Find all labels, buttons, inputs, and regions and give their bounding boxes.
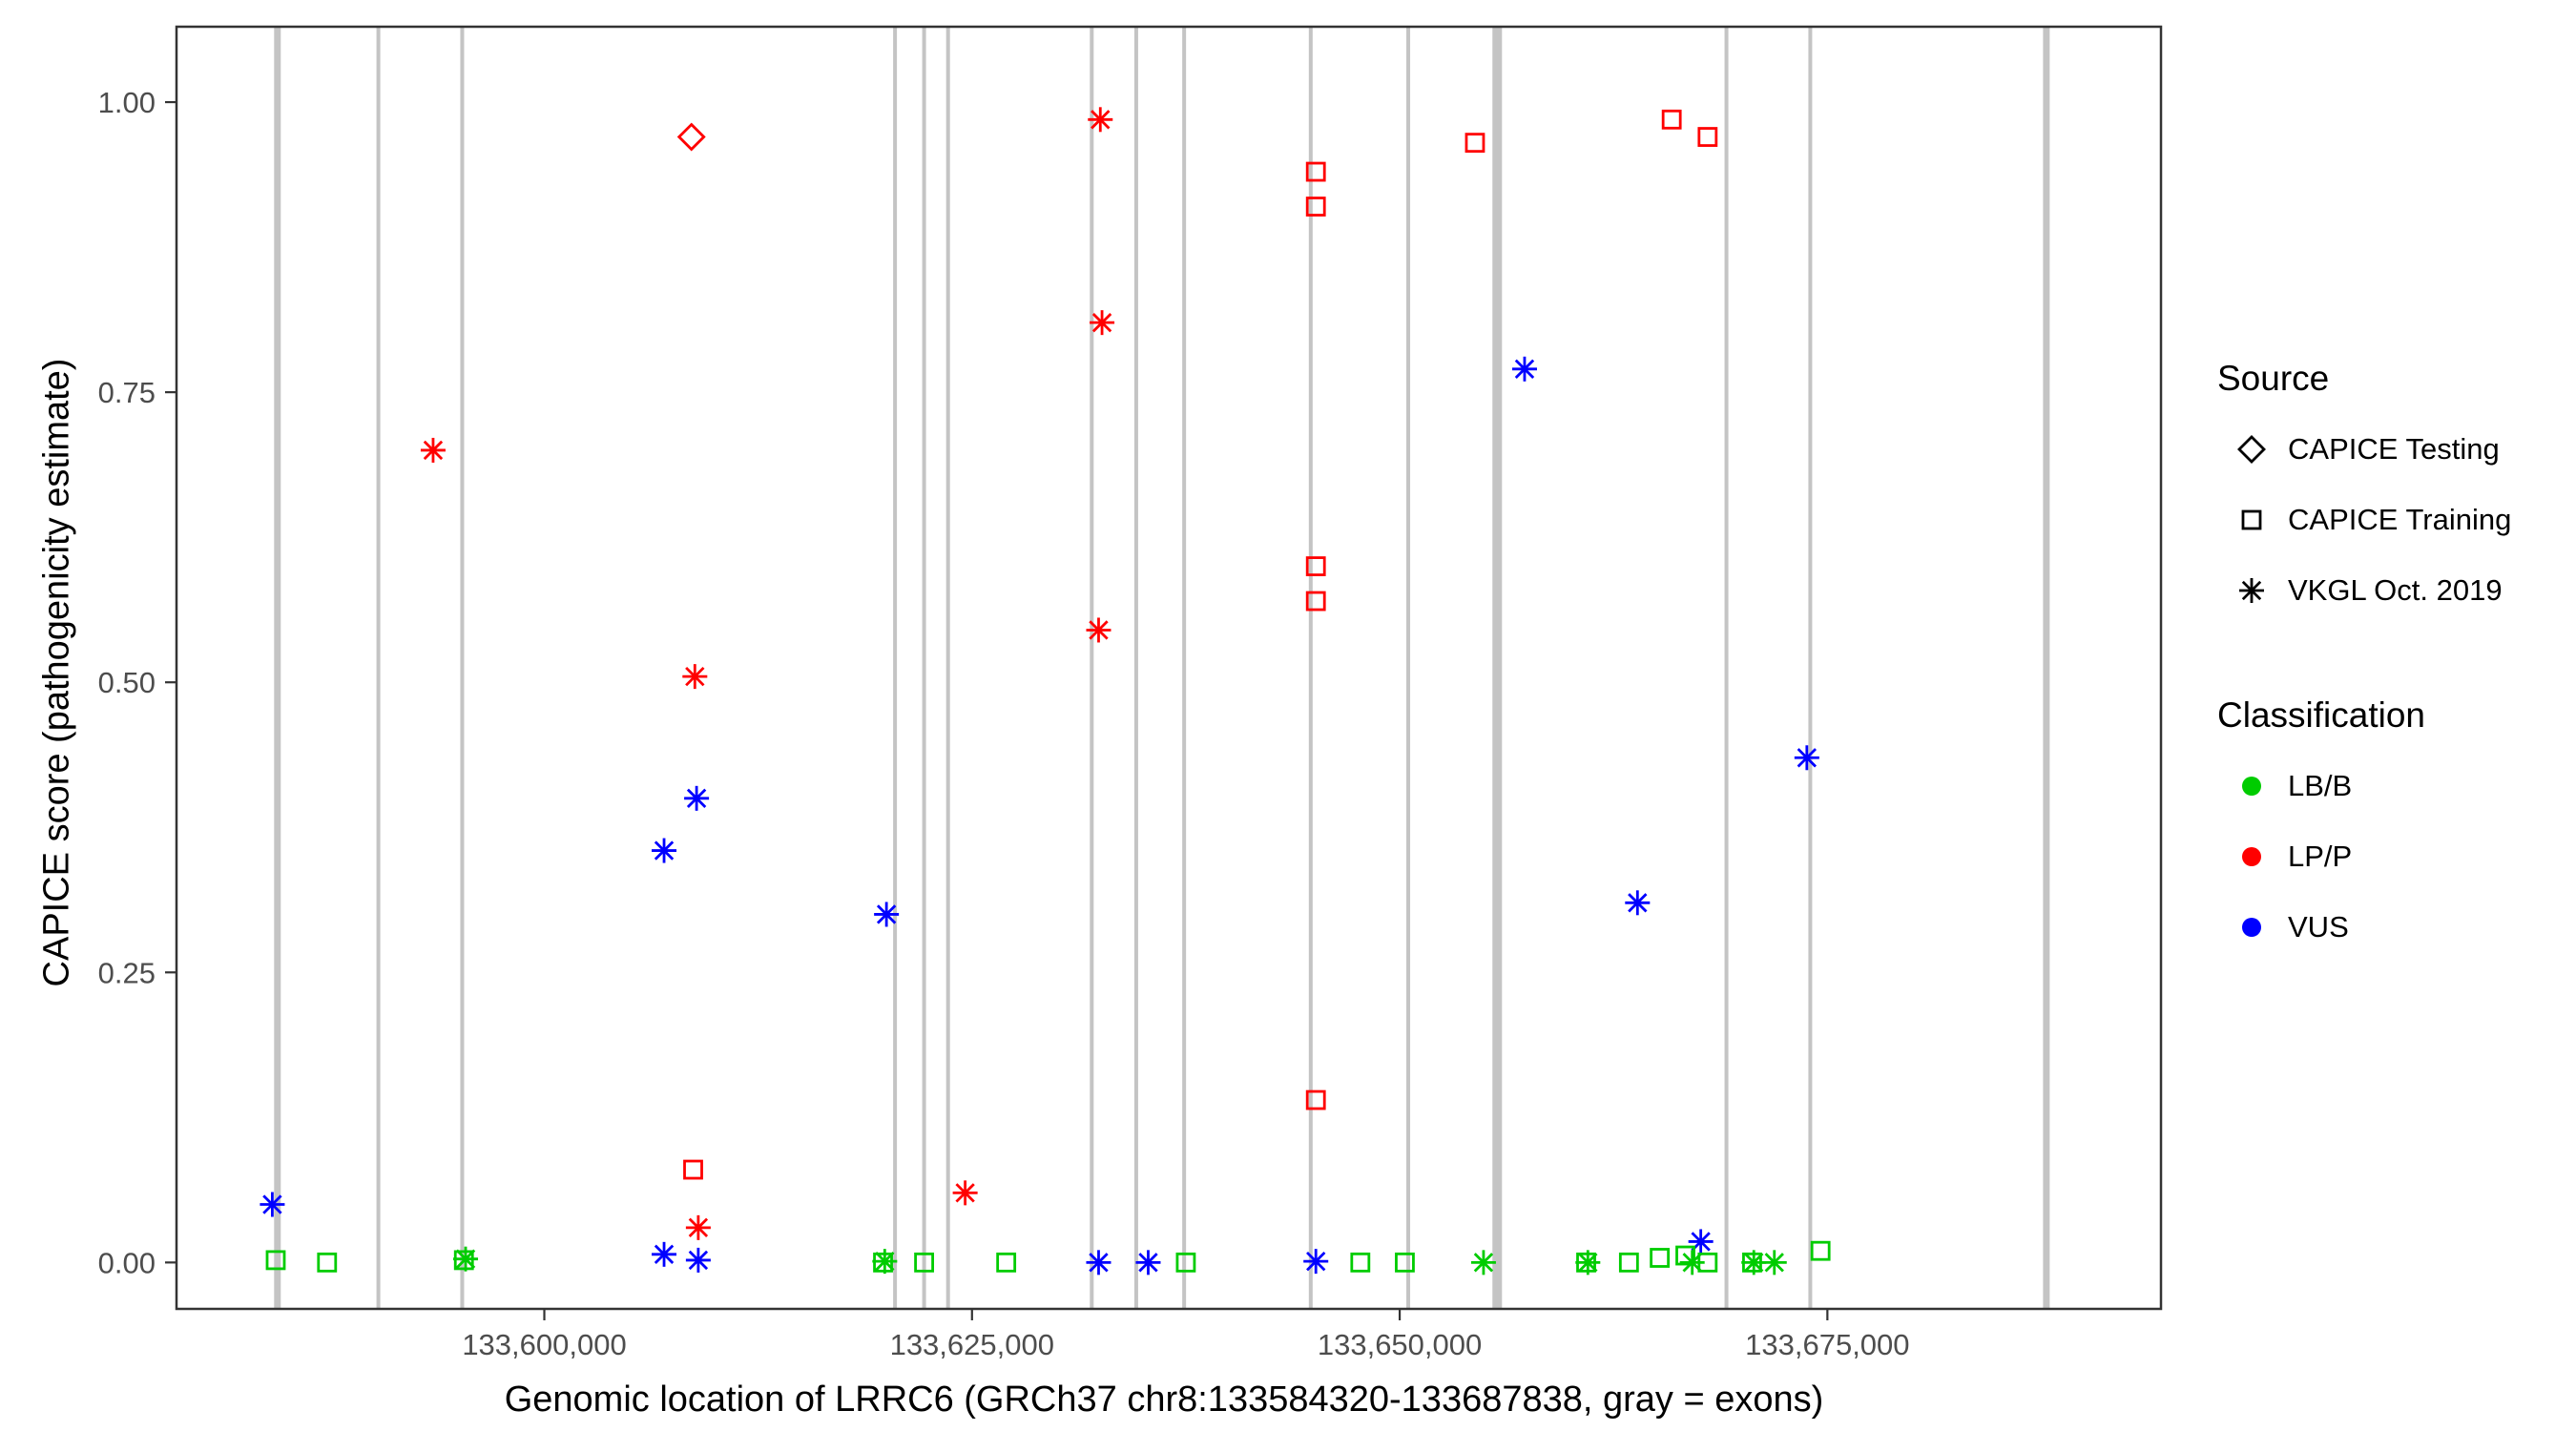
data-point [1395,1252,1415,1273]
data-point [996,1252,1017,1273]
data-point [265,1250,286,1271]
data-point [1303,1249,1329,1275]
x-tick-label: 133,625,000 [890,1328,1054,1361]
data-point [1618,1252,1639,1273]
legend-source: Source CAPICE Testing CAPICE Training VKGL … [2217,358,2511,617]
legend-classification-label: VUS [2288,910,2349,944]
y-tick-label: 0.75 [98,376,156,409]
dot-icon [2231,765,2273,807]
legend-classification-item: LB/B [2217,759,2511,813]
data-point [1697,127,1718,147]
data-point [685,1214,711,1240]
data-point [1175,1252,1196,1273]
x-tick-label: 133,600,000 [462,1328,626,1361]
dot-icon [2231,906,2273,948]
data-point [420,437,446,463]
panel-border [175,25,2163,1311]
y-tick-label: 0.00 [98,1246,156,1279]
data-point [1305,1089,1326,1110]
legend-classification-label: LP/P [2288,840,2353,873]
data-point [683,1159,703,1180]
data-point [1761,1250,1787,1275]
data-point [1625,890,1651,916]
data-point [1305,556,1326,576]
x-axis-title: Genomic location of LRRC6 (GRCh37 chr8:1… [504,1379,1824,1420]
data-point [1135,1250,1161,1275]
data-point [684,785,710,811]
data-point [317,1252,338,1273]
data-point [260,1192,285,1217]
legend-classification-item: LP/P [2217,830,2511,883]
diamond-icon [2231,428,2273,470]
data-point [1675,1245,1695,1266]
data-point [1661,109,1682,130]
data-point [1086,617,1111,643]
data-point [952,1180,978,1206]
data-point [1305,161,1326,182]
x-tick-label: 133,650,000 [1318,1328,1482,1361]
square-icon [2231,499,2273,541]
data-point [1575,1250,1601,1275]
legend-classification: Classification LB/B LP/P VUS [2217,695,2511,954]
legend-source-label: CAPICE Testing [2288,432,2500,466]
data-point [1511,356,1537,382]
data-point [1090,310,1115,336]
y-tick-label: 1.00 [98,86,156,119]
legend-source-item: CAPICE Training [2217,493,2511,547]
data-point [685,1247,711,1273]
data-point [1810,1240,1831,1261]
data-point [874,902,900,927]
legend-source-title: Source [2217,359,2330,398]
legend-source-label: VKGL Oct. 2019 [2288,573,2503,607]
data-point [652,838,677,863]
legend-classification-title: Classification [2217,695,2425,735]
legend-source-item: VKGL Oct. 2019 [2217,564,2511,617]
data-point [682,664,708,690]
data-point [914,1252,934,1273]
data-point [1465,133,1485,154]
data-point [453,1246,479,1272]
data-point [1679,1250,1705,1275]
data-point [1305,197,1326,217]
data-point [1470,1250,1496,1275]
data-point [1794,745,1819,771]
data-point [872,1249,898,1275]
x-tick-label: 133,675,000 [1745,1328,1909,1361]
data-point [652,1241,677,1267]
asterisk-icon [2231,570,2273,612]
legend-classification-item: VUS [2217,901,2511,954]
legend-classification-label: LB/B [2288,769,2353,802]
y-tick-label: 0.50 [98,666,156,699]
legend-source-item: CAPICE Testing [2217,423,2511,476]
legend-source-label: CAPICE Training [2288,503,2512,536]
data-point [1088,107,1113,133]
y-axis-title: CAPICE score (pathogenicity estimate) [36,358,77,987]
data-point [1350,1252,1371,1273]
data-point [1305,591,1326,612]
data-point [1086,1250,1111,1275]
y-tick-label: 0.25 [98,956,156,989]
data-point [676,122,706,152]
data-point [1650,1248,1671,1268]
dot-icon [2231,836,2273,878]
legend: Source CAPICE Testing CAPICE Training VKGL … [2217,358,2511,971]
